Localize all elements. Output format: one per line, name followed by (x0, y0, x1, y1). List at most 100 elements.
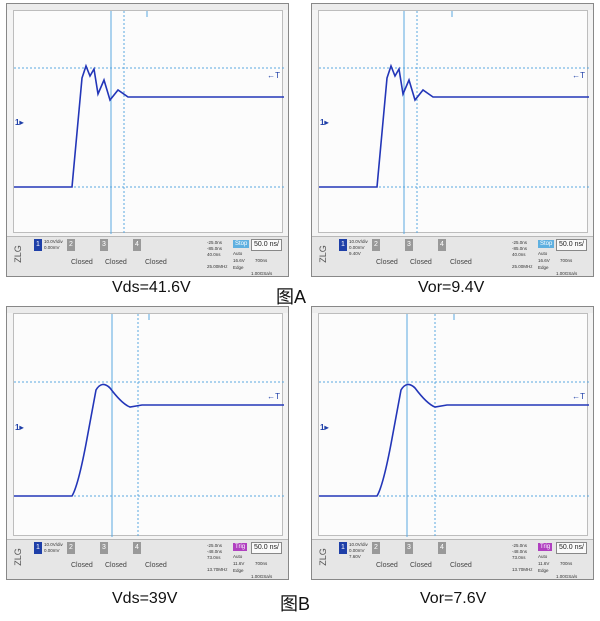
waveform-area: 1▸ ←T (13, 313, 284, 537)
scope-logo: ZLG (12, 548, 23, 566)
ch1-indicator[interactable]: 1 (34, 542, 42, 554)
rate-value: 700ns (560, 258, 573, 263)
cursor-x2: -48.0ns (207, 549, 223, 554)
cursor-x1: -25.0ns (512, 543, 528, 548)
ch1-offset: 0.00mV (44, 548, 60, 553)
waveform-svg (319, 11, 589, 234)
ch2-indicator[interactable]: 2 (67, 542, 75, 554)
waveform-area: 1▸ ←T (318, 10, 589, 234)
trigger-marker: ←T (572, 392, 585, 401)
sample-rate: 1.00GSa/s (556, 574, 578, 579)
trigger-coupling: Edge (233, 265, 244, 270)
trigger-marker: ←T (267, 71, 280, 80)
figure-label-b: 图B (280, 594, 311, 614)
ch3-indicator[interactable]: 3 (405, 542, 413, 554)
ch1-offset: 0.00mV (349, 548, 365, 553)
timebase-value[interactable]: 50.0 ns/ (556, 542, 587, 554)
run-status-badge[interactable]: Trig (538, 543, 553, 551)
waveform-trace (319, 63, 589, 188)
ch3-closed: Closed (410, 259, 432, 266)
ch4-closed: Closed (450, 259, 472, 266)
cursor-dx: 40.0ns (207, 252, 221, 257)
ch4-indicator[interactable]: 4 (438, 542, 446, 554)
ch3-closed: Closed (105, 259, 127, 266)
ch1-scale: 10.0V/div (44, 542, 63, 547)
ch4-indicator[interactable]: 4 (438, 239, 446, 251)
cursor-y1: 9.40V (349, 251, 361, 256)
scope-status-bar: ZLG 1 10.0V/div 0.00mV 2 Closed 3 Closed… (7, 539, 288, 579)
ch2-indicator[interactable]: 2 (372, 239, 380, 251)
scope-screen: 1▸ ←T ZLG 1 10.0V/div 0.00mV 2 Closed 3 … (6, 3, 289, 277)
ch3-indicator[interactable]: 3 (100, 239, 108, 251)
ch3-closed: Closed (105, 562, 127, 569)
trigger-level: 11.6V (538, 561, 550, 566)
trigger-coupling: Edge (538, 265, 549, 270)
run-status-badge[interactable]: Stop (233, 240, 250, 248)
scope-top-bar (312, 307, 593, 313)
waveform-area: 1▸ ←T (13, 10, 284, 234)
scope-logo: ZLG (317, 245, 328, 263)
cursor-x2: -85.0ns (512, 246, 528, 251)
trigger-coupling: Edge (233, 568, 244, 573)
cursor-x2: -85.0ns (207, 246, 223, 251)
trigger-level: 11.6V (233, 561, 245, 566)
caption-vds-b: Vds=39V (112, 590, 178, 607)
ch2-closed: Closed (71, 562, 93, 569)
ch3-closed: Closed (410, 562, 432, 569)
cursor-dx: 40.0ns (512, 252, 526, 257)
caption-vds-a: Vds=41.6V (112, 279, 191, 296)
waveform-trace (319, 383, 589, 497)
sample-rate: 1.00GSa/s (251, 574, 273, 579)
timebase-value[interactable]: 50.0 ns/ (251, 239, 282, 251)
waveform-svg (14, 314, 284, 537)
ch3-indicator[interactable]: 3 (100, 542, 108, 554)
scope-logo: ZLG (317, 548, 328, 566)
ch1-ground-marker: 1▸ (15, 423, 24, 432)
cursor-y1: 7.60V (349, 554, 361, 559)
rate-value: 700ns (255, 561, 268, 566)
sample-rate: 1.00GSa/s (556, 271, 578, 276)
run-status-badge[interactable]: Stop (538, 240, 555, 248)
ch4-closed: Closed (145, 259, 167, 266)
trigger-level: 16.6V (538, 258, 550, 263)
trigger-mode: Auto (233, 251, 243, 256)
run-status-badge[interactable]: Trig (233, 543, 248, 551)
waveform-area: 1▸ ←T (318, 313, 589, 537)
ch2-closed: Closed (376, 259, 398, 266)
ch1-scale: 10.0V/div (349, 542, 368, 547)
trigger-coupling: Edge (538, 568, 549, 573)
trigger-mode: Auto (538, 554, 548, 559)
scope-top-bar (7, 307, 288, 313)
sample-rate: 1.00GSa/s (251, 271, 273, 276)
scope-screen: 1▸ ←T ZLG 1 10.0V/div 0.00mV 9.40V 2 Clo… (311, 3, 594, 277)
timebase-value[interactable]: 50.0 ns/ (251, 542, 282, 554)
ch1-ground-marker: 1▸ (320, 118, 329, 127)
scope-screen: 1▸ ←T ZLG 1 10.0V/div 0.00mV 2 Closed 3 … (6, 306, 289, 580)
cursor-dx: 73.0ns (512, 555, 526, 560)
waveform-svg (319, 314, 589, 537)
ch1-ground-marker: 1▸ (320, 423, 329, 432)
ch1-indicator[interactable]: 1 (339, 542, 347, 554)
timebase-value[interactable]: 50.0 ns/ (556, 239, 587, 251)
ch4-indicator[interactable]: 4 (133, 239, 141, 251)
scope-screen: 1▸ ←T ZLG 1 10.0V/div 0.00mV 7.60V 2 Clo… (311, 306, 594, 580)
ch4-closed: Closed (145, 562, 167, 569)
trigger-mode: Auto (538, 251, 548, 256)
ch4-indicator[interactable]: 4 (133, 542, 141, 554)
ch2-indicator[interactable]: 2 (372, 542, 380, 554)
scope-status-bar: ZLG 1 10.0V/div 0.00mV 2 Closed 3 Closed… (7, 236, 288, 276)
ch1-indicator[interactable]: 1 (34, 239, 42, 251)
ch1-scale: 10.0V/div (44, 239, 63, 244)
rate-value: 700ns (560, 561, 573, 566)
waveform-svg (14, 11, 284, 234)
scope-status-bar: ZLG 1 10.0V/div 0.00mV 9.40V 2 Closed 3 … (312, 236, 593, 276)
ch2-indicator[interactable]: 2 (67, 239, 75, 251)
cursor-x1: -25.0ns (512, 240, 528, 245)
cursor-freq: 13.70MHz (207, 567, 228, 572)
ch3-indicator[interactable]: 3 (405, 239, 413, 251)
ch1-indicator[interactable]: 1 (339, 239, 347, 251)
cursor-x2: -48.0ns (512, 549, 528, 554)
ch4-closed: Closed (450, 562, 472, 569)
trigger-mode: Auto (233, 554, 243, 559)
cursor-freq: 25.00MHz (512, 264, 533, 269)
